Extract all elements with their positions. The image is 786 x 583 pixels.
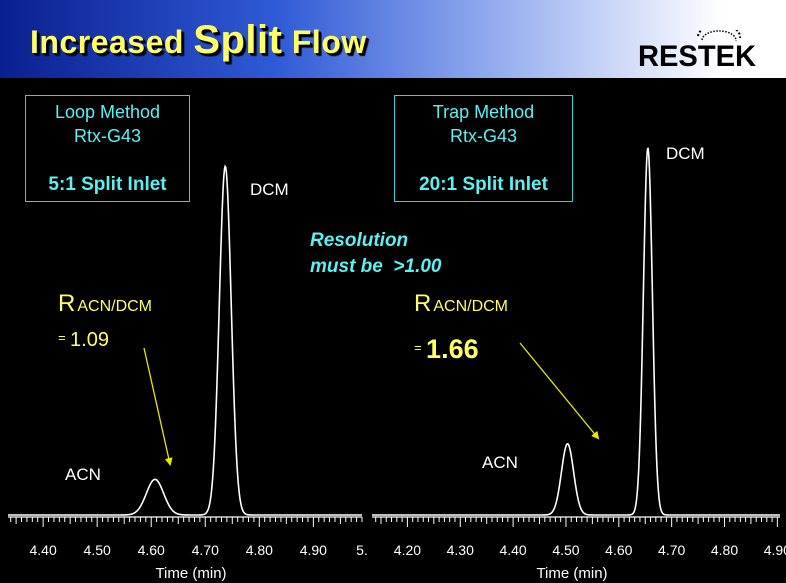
annotation-arrow-left [143, 347, 173, 466]
x-tick-label: 4.70 [658, 542, 685, 558]
method-label: Trap Method [432, 102, 535, 122]
resolution-symbol: R [414, 290, 432, 317]
peak-label-dcm-right: DCM [666, 144, 705, 163]
resolution-label-right: R ACN/DCM [414, 290, 508, 318]
resolution-value-right: = 1.66 [414, 334, 479, 365]
x-tick-label: 4.30 [447, 542, 474, 558]
x-tick-label: 4.80 [246, 542, 273, 558]
x-tick-label: 4.90 [300, 542, 327, 558]
resolution-value: 1.66 [426, 334, 479, 364]
x-tick-label: 4.90 [764, 542, 786, 558]
resolution-subscript: ACN/DCM [433, 298, 509, 315]
method-box-right: Trap Method Rtx-G43 20:1 Split Inlet [394, 95, 573, 202]
title-part-1: Increased [30, 24, 194, 60]
equals-sign: = [414, 340, 422, 355]
method-label: Loop Method [54, 102, 161, 122]
resolution-symbol: R [58, 290, 76, 317]
note-line-2: must be >1.00 [310, 256, 442, 277]
resolution-value: 1.09 [70, 329, 109, 351]
resolution-subscript: ACN/DCM [77, 298, 153, 315]
chromatogram-trace-left [8, 164, 362, 516]
column-label: Rtx-G43 [449, 126, 518, 146]
column-label: Rtx-G43 [73, 126, 142, 146]
peak-label-acn-left: ACN [65, 465, 101, 484]
x-tick-label: 5. [356, 542, 368, 558]
x-tick-label: 4.50 [84, 542, 111, 558]
x-tick-label: 4.70 [192, 542, 219, 558]
x-axis-label: Time (min) [155, 565, 226, 582]
resolution-note: Resolution must be >1.00 [310, 228, 441, 280]
title-part-3: Flow [282, 24, 367, 60]
x-tick-label: 4.60 [138, 542, 165, 558]
x-tick-label: 4.60 [605, 542, 632, 558]
x-tick-label: 4.20 [394, 542, 421, 558]
equals-sign: = [58, 330, 66, 345]
x-axis-label: Time (min) [536, 565, 607, 582]
resolution-label-left: R ACN/DCM [58, 290, 152, 318]
x-tick-label: 4.40 [30, 542, 57, 558]
method-box-left: Loop Method Rtx-G43 5:1 Split Inlet [25, 95, 190, 202]
logo-wordmark: RESTEK [638, 40, 756, 70]
inlet-label: 20:1 Split Inlet [419, 174, 548, 195]
x-tick-label: 4.50 [552, 542, 579, 558]
restek-logo: RESTEK [638, 30, 756, 70]
resolution-value-left: = 1.09 [58, 329, 109, 352]
peak-label-dcm-left: DCM [250, 180, 289, 199]
peak-label-acn-right: ACN [482, 453, 518, 472]
chromatogram-trace-right [372, 147, 780, 516]
inlet-label: 5:1 Split Inlet [48, 174, 167, 195]
x-tick-label: 4.80 [711, 542, 738, 558]
slide-title: Increased Split Flow [30, 18, 367, 63]
annotation-arrow-right [519, 342, 600, 440]
x-tick-label: 4.40 [499, 542, 526, 558]
title-part-2: Split [193, 18, 283, 62]
note-line-1: Resolution [310, 230, 409, 251]
title-bar: Increased Split Flow RESTEK [0, 0, 786, 78]
